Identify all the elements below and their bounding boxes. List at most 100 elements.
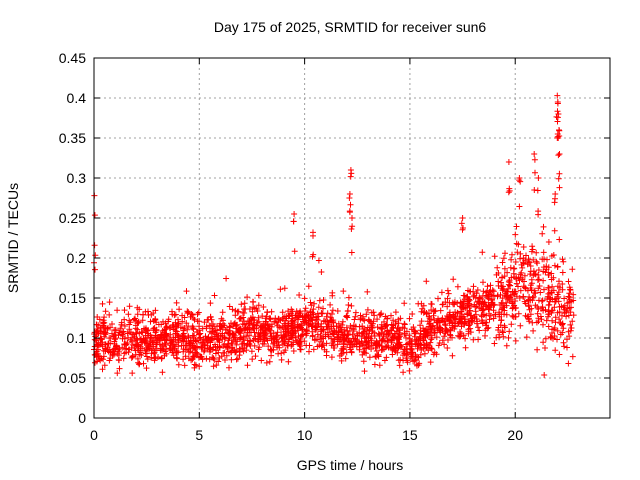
data-point <box>472 308 479 315</box>
data-point <box>554 92 561 99</box>
data-point <box>508 256 515 263</box>
data-point <box>176 306 183 313</box>
data-point <box>390 322 397 329</box>
data-point <box>233 356 240 363</box>
y-tick-label: 0.2 <box>67 250 87 266</box>
data-point <box>439 301 446 308</box>
data-point <box>184 326 191 333</box>
data-point <box>301 295 308 302</box>
data-point <box>339 322 346 328</box>
data-point <box>234 355 241 362</box>
data-point <box>258 357 265 364</box>
data-point <box>239 321 246 327</box>
data-point <box>371 361 378 368</box>
data-point <box>342 355 349 362</box>
data-point <box>91 212 98 219</box>
data-point <box>496 334 503 341</box>
data-point <box>121 341 128 348</box>
data-point <box>152 335 159 342</box>
data-point <box>319 342 326 349</box>
data-point <box>250 321 257 328</box>
data-point <box>128 338 135 345</box>
data-point <box>505 159 512 165</box>
data-point <box>350 335 357 342</box>
data-point <box>444 287 451 294</box>
data-point <box>569 266 576 273</box>
data-point <box>473 290 480 297</box>
data-point <box>391 333 398 339</box>
data-point <box>253 325 260 332</box>
data-point <box>303 342 310 349</box>
data-point <box>519 276 526 283</box>
data-point <box>482 332 488 339</box>
data-point <box>259 340 266 347</box>
data-point <box>126 346 133 353</box>
data-point <box>135 359 142 366</box>
data-point <box>106 299 113 306</box>
data-point <box>558 321 565 328</box>
data-point <box>319 310 326 317</box>
data-point <box>315 304 322 311</box>
data-point <box>464 293 471 300</box>
data-point <box>397 344 404 351</box>
data-point <box>150 310 157 317</box>
data-point <box>364 288 371 295</box>
data-point <box>239 340 246 347</box>
data-point <box>385 339 392 345</box>
data-point <box>556 127 563 134</box>
data-point <box>258 323 265 330</box>
data-point <box>548 307 555 314</box>
data-point <box>462 316 469 323</box>
data-point <box>516 203 523 210</box>
data-point <box>285 313 292 320</box>
data-point <box>254 319 261 326</box>
data-point <box>293 337 299 344</box>
data-point <box>250 337 257 344</box>
plot-frame <box>93 57 611 419</box>
data-point <box>106 311 113 318</box>
data-point <box>551 262 558 269</box>
data-point <box>296 340 303 347</box>
data-point <box>428 336 435 343</box>
data-point <box>531 271 538 277</box>
data-point <box>503 299 509 306</box>
data-point <box>104 325 111 332</box>
data-point <box>439 315 446 322</box>
data-point <box>251 305 258 312</box>
data-point <box>337 337 344 343</box>
data-point <box>302 308 308 314</box>
data-point <box>213 362 220 369</box>
data-point <box>306 348 312 355</box>
data-point <box>98 355 105 362</box>
data-point <box>366 344 373 350</box>
data-point <box>101 324 108 331</box>
data-point <box>478 301 485 308</box>
data-point <box>549 289 555 296</box>
data-point <box>486 289 493 295</box>
data-point <box>349 223 356 230</box>
data-point <box>563 307 570 314</box>
data-point <box>360 326 367 332</box>
data-point <box>492 311 499 318</box>
data-point <box>568 325 575 331</box>
data-point <box>416 340 423 347</box>
data-point <box>339 318 346 325</box>
data-point <box>121 335 128 342</box>
data-point <box>560 339 567 346</box>
data-point <box>285 358 292 365</box>
data-point <box>530 268 537 275</box>
data-point <box>265 343 272 350</box>
data-point <box>309 309 316 316</box>
data-point <box>177 324 184 331</box>
data-point <box>381 357 388 364</box>
data-point <box>361 317 368 324</box>
data-point <box>328 311 335 317</box>
data-point <box>554 263 561 270</box>
data-point <box>552 314 559 321</box>
data-point <box>132 325 139 332</box>
data-point <box>271 318 278 325</box>
data-point <box>521 272 528 279</box>
data-point <box>349 215 355 221</box>
x-tick-label: 15 <box>402 427 418 443</box>
data-point <box>486 316 493 323</box>
